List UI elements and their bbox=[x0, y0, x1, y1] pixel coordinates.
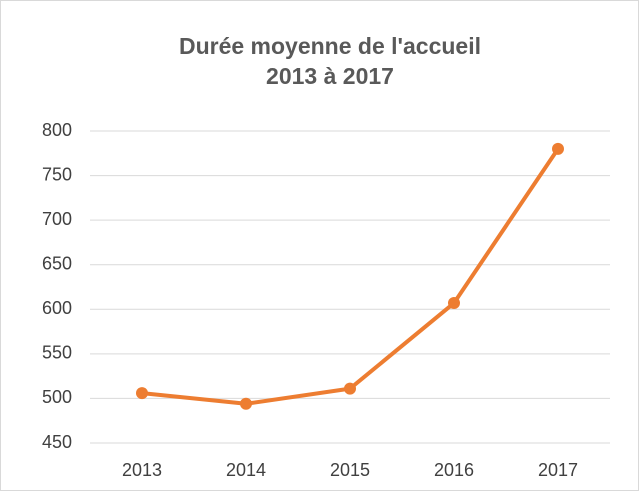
point bbox=[240, 397, 252, 410]
x-tick-label: 2017 bbox=[538, 460, 578, 480]
point bbox=[136, 387, 148, 400]
y-tick-label: 500 bbox=[42, 387, 72, 407]
point bbox=[344, 382, 356, 395]
x-tick-label: 2015 bbox=[330, 460, 370, 480]
y-tick-label: 450 bbox=[42, 432, 72, 452]
y-tick-label: 550 bbox=[42, 343, 72, 363]
y-tick-label: 650 bbox=[42, 253, 72, 273]
chart-title: Durée moyenne de l'accueil bbox=[179, 33, 481, 59]
point bbox=[448, 297, 460, 310]
y-tick-label: 800 bbox=[42, 120, 72, 140]
x-tick-label: 2016 bbox=[434, 460, 474, 480]
chart-title: 2013 à 2017 bbox=[266, 63, 394, 89]
x-tick-label: 2014 bbox=[226, 460, 266, 480]
y-tick-label: 750 bbox=[42, 164, 72, 184]
y-tick-label: 600 bbox=[42, 298, 72, 318]
point bbox=[552, 142, 564, 155]
y-tick-label: 700 bbox=[42, 209, 72, 229]
x-tick-label: 2013 bbox=[122, 460, 162, 480]
